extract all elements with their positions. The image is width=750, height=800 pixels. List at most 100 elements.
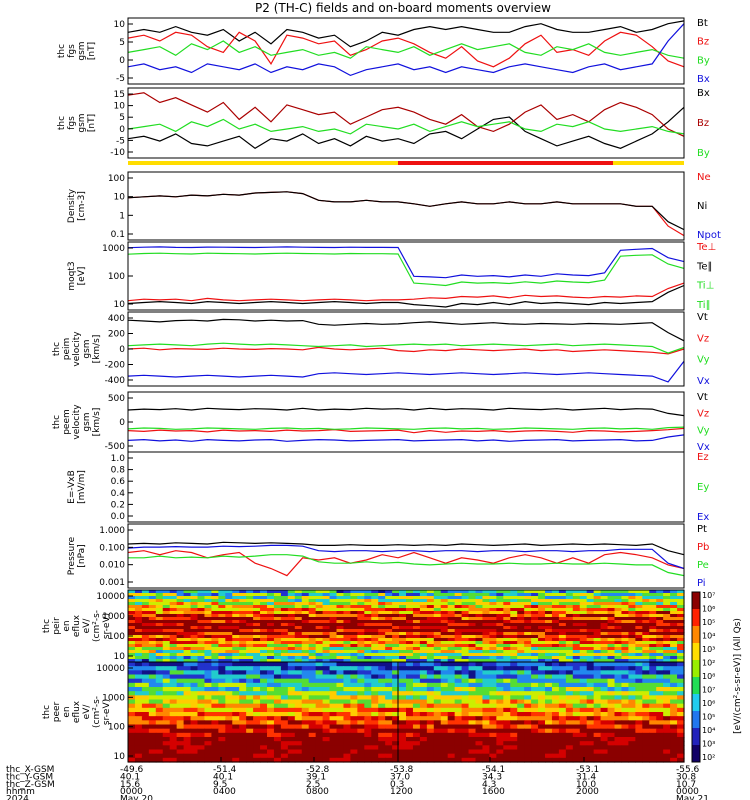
spectrogram-cell	[336, 757, 345, 763]
spectrogram-cell	[225, 650, 233, 654]
spectrogram-cell	[190, 641, 199, 645]
spectrogram-cell	[593, 712, 602, 717]
spectrogram-cell	[267, 638, 275, 642]
spectrogram-cell	[600, 635, 609, 639]
spectrogram-cell	[273, 614, 282, 618]
y-tick-label: 0	[119, 345, 125, 355]
spectrogram-cell	[565, 623, 574, 627]
spectrogram-cell	[343, 691, 351, 696]
spectrogram-cell	[531, 682, 539, 688]
spectrogram-cell	[322, 720, 331, 726]
spectrogram-cell	[204, 608, 212, 612]
spectrogram-cell	[461, 647, 470, 651]
spectrogram-cell	[545, 650, 553, 654]
spectrogram-cell	[301, 703, 310, 709]
spectrogram-cell	[517, 620, 525, 624]
spectrogram-cell	[607, 720, 616, 726]
spectrogram-cell	[239, 602, 247, 606]
spectrogram-cell	[461, 596, 470, 600]
x-row-value: 4.3	[482, 780, 496, 790]
spectrogram-cell	[489, 682, 497, 688]
spectrogram-cell	[239, 728, 247, 734]
spectrogram-cell	[350, 674, 358, 680]
spectrogram-cell	[315, 724, 324, 730]
spectrogram-cell	[419, 662, 428, 667]
spectrogram-cell	[489, 608, 497, 612]
spectrogram-cell	[600, 599, 609, 603]
spectrogram-cell	[301, 666, 310, 671]
spectrogram-cell	[176, 593, 185, 597]
spectrogram-cell	[385, 635, 393, 639]
y-label-line: fgs	[67, 116, 77, 130]
spectrogram-cell	[468, 644, 477, 648]
spectrogram-cell	[440, 617, 449, 621]
spectrogram-cell	[308, 599, 317, 603]
spectrogram-cell	[169, 666, 178, 671]
colorbar: 10⁷10⁶10⁵10⁴10³10²10⁸10⁷10⁶10⁵10⁴10³10²[…	[691, 591, 743, 763]
spectrogram-cell	[496, 623, 504, 627]
spectrogram-cell	[621, 741, 629, 746]
spectrogram-cell	[134, 644, 143, 648]
spectrogram-cell	[600, 659, 609, 663]
spectrogram-cell	[378, 666, 386, 671]
spectrogram-cell	[538, 712, 546, 717]
spectrogram-cell	[454, 757, 463, 763]
spectrogram-cell	[301, 614, 310, 618]
spectrogram-cell	[545, 617, 553, 621]
spectrogram-cell	[433, 720, 442, 726]
spectrogram-cell	[614, 617, 623, 621]
spectrogram-cell	[399, 623, 407, 627]
spectrogram-cell	[628, 707, 636, 713]
spectrogram-cell	[454, 737, 463, 742]
spectrogram-cell	[357, 602, 365, 606]
spectrogram-cell	[635, 647, 643, 651]
spectrogram-cell	[545, 596, 553, 600]
spectrogram-cell	[169, 608, 178, 612]
spectrogram-cell	[406, 641, 414, 645]
spectrogram-cell	[551, 749, 560, 755]
spectrogram-cell	[322, 614, 331, 618]
spectrogram-cell	[183, 605, 192, 609]
spectrogram-cell	[329, 656, 338, 660]
spectrogram-cell	[162, 745, 171, 751]
spectrogram-cell	[468, 687, 477, 692]
spectrogram-cell	[308, 687, 317, 692]
spectrogram-cell	[524, 732, 532, 738]
spectrogram-cell	[593, 674, 602, 680]
spectrogram-cell	[232, 596, 240, 600]
spectrogram-cell	[447, 724, 456, 730]
spectrogram-cell	[677, 659, 685, 663]
spectrogram-cell	[551, 599, 560, 603]
spectrogram-cell	[579, 599, 588, 603]
spectrogram-cell	[301, 745, 310, 751]
spectrogram-cell	[155, 611, 164, 615]
spectrogram-cell	[128, 703, 136, 709]
spectrogram-cell	[614, 653, 623, 657]
spectrogram-cell	[197, 620, 206, 624]
spectrogram-cell	[294, 666, 303, 671]
spectrogram-cell	[183, 659, 192, 663]
spectrogram-cell	[454, 703, 463, 709]
spectrogram-cell	[621, 687, 629, 692]
spectrogram-cell	[621, 707, 629, 713]
x-row-value: 0000	[120, 787, 143, 797]
spectrogram-cell	[169, 670, 178, 676]
spectrogram-cell	[579, 695, 588, 701]
spectrogram-cell	[565, 644, 574, 648]
spectrogram-cell	[517, 670, 525, 676]
spectrogram-cell	[489, 611, 497, 615]
spectrogram-cell	[600, 611, 609, 615]
spectrogram-cell	[642, 590, 650, 594]
spectrogram-cell	[322, 749, 331, 755]
spectrogram-cell	[246, 614, 254, 618]
spectrogram-cell	[392, 653, 400, 657]
spectrogram-cell	[531, 745, 539, 751]
spectrogram-cell	[308, 691, 317, 696]
x-row-label: thc_X-GSM	[6, 765, 54, 775]
spectrogram-cell	[225, 749, 233, 755]
spectrogram-cell	[433, 656, 442, 660]
spectrogram-cell	[392, 626, 400, 630]
spectrogram-cell	[294, 623, 303, 627]
spectrogram-cell	[371, 707, 379, 713]
spectrogram-cell	[406, 666, 414, 671]
